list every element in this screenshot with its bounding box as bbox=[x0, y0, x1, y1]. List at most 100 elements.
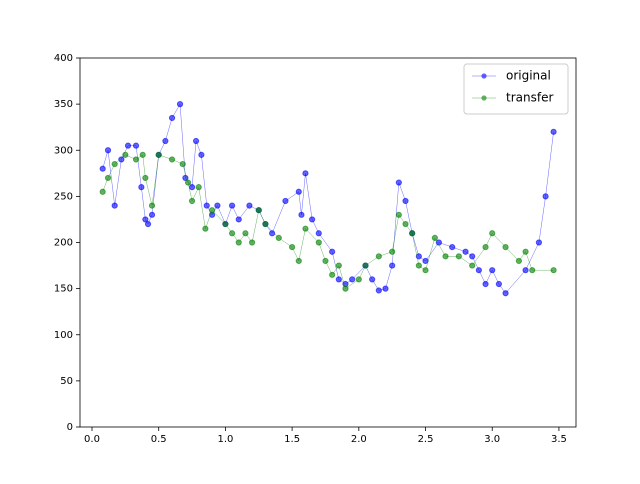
point bbox=[111, 160, 118, 168]
point bbox=[118, 156, 125, 163]
point bbox=[111, 202, 118, 209]
point bbox=[99, 165, 106, 172]
point bbox=[335, 262, 342, 269]
point bbox=[335, 276, 342, 283]
y-tick-label: 150 bbox=[54, 284, 73, 295]
point bbox=[342, 285, 349, 292]
point bbox=[295, 188, 302, 195]
y-tick-label: 250 bbox=[54, 191, 73, 202]
x-tick-label: 2.0 bbox=[351, 434, 367, 445]
point bbox=[442, 253, 449, 260]
point bbox=[315, 230, 322, 237]
point bbox=[144, 220, 152, 228]
point bbox=[202, 225, 209, 232]
point bbox=[269, 230, 276, 237]
point bbox=[422, 257, 429, 265]
point bbox=[482, 280, 489, 288]
point bbox=[395, 179, 402, 186]
point bbox=[375, 253, 382, 260]
point bbox=[402, 197, 409, 205]
legend-box bbox=[463, 63, 569, 115]
legend-marker bbox=[481, 73, 487, 79]
point bbox=[389, 262, 396, 269]
point bbox=[295, 257, 302, 265]
point bbox=[550, 128, 557, 135]
point bbox=[132, 142, 140, 149]
point bbox=[502, 244, 509, 251]
point bbox=[179, 160, 186, 168]
point bbox=[409, 230, 416, 237]
point bbox=[515, 257, 523, 265]
point bbox=[535, 239, 543, 246]
point bbox=[475, 267, 482, 274]
point bbox=[222, 220, 229, 228]
point bbox=[184, 179, 192, 186]
point bbox=[550, 267, 557, 274]
point bbox=[168, 156, 176, 163]
point bbox=[246, 202, 253, 209]
point bbox=[235, 216, 242, 223]
point bbox=[148, 211, 156, 218]
point bbox=[208, 207, 216, 214]
x-tick-label: 2.5 bbox=[418, 434, 434, 445]
y-tick-label: 200 bbox=[54, 238, 73, 249]
point bbox=[142, 216, 149, 223]
point bbox=[302, 225, 309, 232]
point bbox=[369, 276, 376, 283]
point bbox=[375, 287, 382, 294]
y-tick-label: 100 bbox=[54, 330, 73, 341]
y-tick-label: 300 bbox=[54, 145, 73, 156]
point bbox=[162, 137, 169, 145]
x-tick-label: 0.0 bbox=[84, 434, 100, 445]
point bbox=[242, 230, 249, 237]
point bbox=[298, 211, 305, 218]
point bbox=[188, 184, 196, 191]
point bbox=[275, 234, 282, 241]
y-tick-label: 50 bbox=[60, 376, 73, 387]
point bbox=[455, 253, 462, 260]
point bbox=[355, 276, 362, 283]
point bbox=[422, 267, 429, 274]
x-tick-label: 0.5 bbox=[151, 434, 167, 445]
point bbox=[469, 262, 476, 269]
point bbox=[155, 151, 162, 158]
point bbox=[228, 230, 236, 237]
point bbox=[195, 184, 202, 191]
point bbox=[255, 207, 262, 214]
legend-label: transfer bbox=[506, 91, 553, 105]
point bbox=[415, 262, 422, 269]
point bbox=[192, 137, 200, 145]
point bbox=[198, 151, 205, 158]
point bbox=[462, 248, 469, 255]
point bbox=[329, 248, 336, 255]
point bbox=[322, 257, 329, 265]
legend-label: original bbox=[506, 69, 551, 83]
point bbox=[382, 285, 389, 292]
point bbox=[482, 244, 489, 251]
point bbox=[395, 211, 402, 218]
point bbox=[349, 276, 356, 283]
point bbox=[522, 267, 529, 274]
point bbox=[188, 197, 196, 205]
point bbox=[142, 174, 149, 182]
point bbox=[228, 202, 236, 209]
point bbox=[203, 202, 210, 209]
x-tick-label: 3.5 bbox=[551, 434, 567, 445]
point bbox=[104, 147, 112, 154]
point bbox=[124, 142, 132, 149]
point bbox=[542, 193, 549, 200]
point bbox=[235, 239, 242, 246]
x-tick-label: 3.0 bbox=[484, 434, 500, 445]
point bbox=[389, 248, 396, 255]
point bbox=[214, 202, 221, 209]
point bbox=[415, 253, 422, 260]
y-tick-label: 0 bbox=[67, 422, 73, 433]
y-tick-label: 350 bbox=[54, 99, 73, 110]
point bbox=[168, 114, 176, 122]
series-line bbox=[102, 154, 554, 290]
point bbox=[522, 248, 529, 255]
point bbox=[302, 170, 309, 177]
point bbox=[248, 239, 256, 246]
point bbox=[262, 220, 269, 228]
